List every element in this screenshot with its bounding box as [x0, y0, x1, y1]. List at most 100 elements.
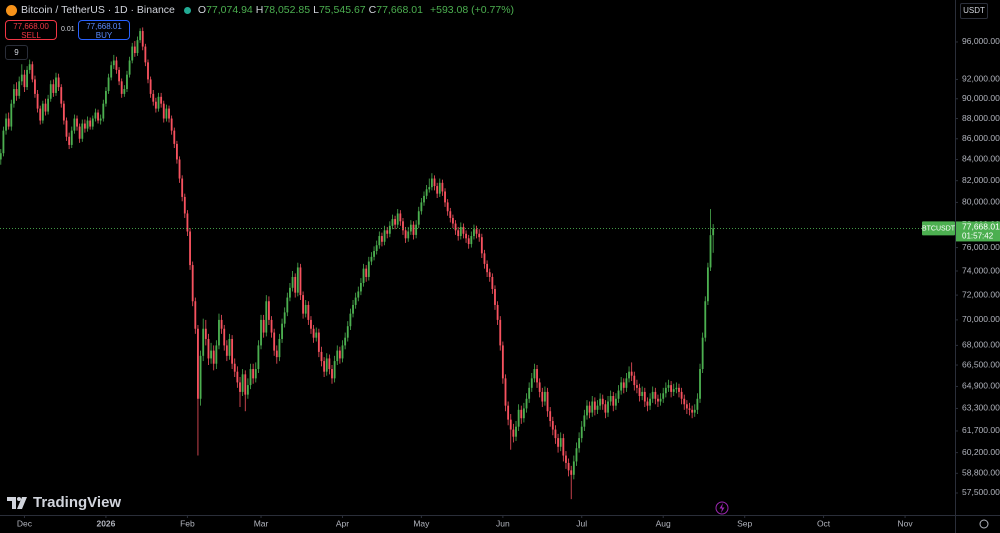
- candle-body: [168, 108, 170, 119]
- candle-body: [480, 237, 483, 254]
- candle-body: [260, 319, 262, 346]
- candle-body: [178, 159, 181, 179]
- order-size[interactable]: 0.01: [61, 26, 75, 33]
- candle-body: [412, 224, 415, 235]
- candle-body: [191, 265, 194, 302]
- candle-body: [586, 405, 588, 416]
- candle-body: [520, 409, 523, 419]
- indicator-toggle[interactable]: 9: [5, 45, 28, 60]
- candle-body: [688, 408, 691, 410]
- candle-body: [336, 350, 339, 362]
- y-tick-label: 63,300.00: [962, 403, 1000, 413]
- candle-body: [622, 382, 625, 388]
- candle-body: [636, 385, 638, 388]
- candle-body: [672, 389, 675, 392]
- candle-body: [149, 79, 152, 94]
- candle-body: [218, 319, 220, 346]
- event-icon-bolt: [719, 503, 725, 513]
- x-tick-label: Oct: [817, 518, 831, 528]
- ohlc-prefix: H: [255, 4, 264, 16]
- symbol-tag: [922, 221, 955, 236]
- candle-body: [183, 196, 186, 214]
- candle-body: [533, 369, 536, 379]
- candle-body: [154, 101, 157, 109]
- candle-body: [331, 369, 333, 379]
- candle-body: [591, 401, 594, 413]
- candle-body: [94, 112, 97, 119]
- x-tick-label: Feb: [180, 518, 195, 528]
- candle-body: [617, 390, 620, 399]
- candle-body: [231, 338, 234, 364]
- candle-body: [41, 103, 44, 121]
- candle-body: [36, 93, 39, 109]
- candle-body: [420, 202, 423, 212]
- candle-body: [133, 46, 136, 54]
- candle-body: [583, 415, 586, 427]
- candle-body: [709, 235, 712, 268]
- candle-body: [249, 369, 252, 386]
- candle-body: [265, 301, 268, 333]
- candle-body: [604, 404, 607, 413]
- candle-body: [396, 213, 399, 225]
- candle-body: [289, 287, 291, 298]
- candle-body: [52, 84, 55, 93]
- candle-body: [462, 226, 465, 234]
- y-tick-label: 61,700.00: [962, 425, 1000, 435]
- candle-body: [609, 396, 612, 402]
- currency[interactable]: USDT: [960, 3, 988, 19]
- candle-body: [699, 369, 701, 399]
- y-tick-label: 82,000.00: [962, 175, 1000, 185]
- candle-body: [509, 419, 512, 430]
- candle-body: [181, 178, 184, 197]
- logo: [7, 496, 27, 509]
- candle-body: [538, 382, 541, 392]
- price-tag: [956, 221, 1000, 242]
- candle-body: [344, 337, 347, 346]
- candle-body: [362, 268, 365, 283]
- candle-body: [273, 332, 276, 351]
- candle-body: [507, 405, 510, 420]
- candle-body: [494, 289, 496, 305]
- candle-body: [549, 411, 552, 422]
- candle-body: [267, 301, 270, 320]
- candle-body: [601, 398, 604, 405]
- candle-body: [57, 77, 60, 88]
- change: +593.08 (+0.77%): [429, 4, 515, 16]
- candle-body: [436, 186, 439, 194]
- candle-body: [105, 90, 107, 104]
- ohlc-value: 75,545.67: [318, 4, 366, 16]
- candle-body: [701, 337, 704, 370]
- candle-body: [157, 96, 160, 109]
- candle-body: [317, 332, 320, 352]
- ohlc-prefix: C: [368, 4, 377, 16]
- candle-body: [643, 391, 646, 402]
- candle-body: [391, 219, 394, 226]
- x-tick-label: Aug: [656, 518, 671, 528]
- candle-body: [693, 409, 696, 413]
- candle-body: [554, 429, 557, 439]
- candle-body: [570, 470, 573, 475]
- event-icon[interactable]: [715, 501, 729, 515]
- candle-body: [241, 374, 244, 392]
- symbol-title[interactable]: Bitcoin / TetherUS · 1D · Binance: [21, 4, 175, 16]
- candle-body: [467, 238, 470, 245]
- candle-body: [572, 461, 575, 475]
- candle-body: [649, 398, 651, 406]
- candle-body: [530, 378, 533, 388]
- candle-body: [444, 191, 446, 203]
- candle-body: [381, 236, 383, 242]
- buy-button[interactable]: 77,668.01 BUY: [78, 20, 130, 40]
- candle-body: [352, 304, 354, 314]
- axes: 96,000.00 92,000.00 90,000.00 88,000.00 86,0…: [17, 36, 1000, 528]
- candle-body: [402, 221, 404, 231]
- candle-body: [5, 118, 7, 131]
- candle-body: [486, 263, 489, 273]
- y-tick-label: 72,000.00: [962, 289, 1000, 299]
- candle-body: [89, 120, 92, 127]
- candle-body: [60, 87, 63, 104]
- settings-icon[interactable]: [979, 519, 989, 529]
- candle-body: [10, 103, 13, 127]
- x-tick-label: Mar: [254, 518, 269, 528]
- candle-body: [341, 345, 344, 359]
- sell-button[interactable]: 77,668.00 SELL: [5, 20, 57, 40]
